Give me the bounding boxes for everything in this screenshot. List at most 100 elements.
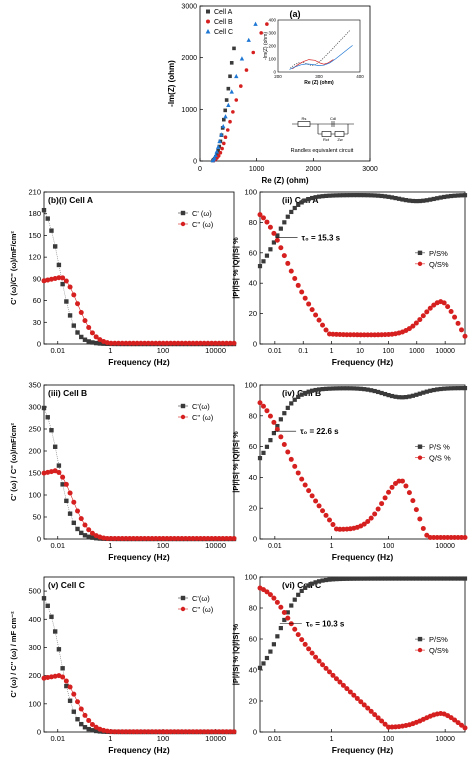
data-point-ps	[431, 196, 436, 202]
legend-marker	[180, 221, 186, 227]
circuit-label: Rs	[302, 116, 307, 121]
data-point-ps	[292, 597, 297, 602]
x-tick-label: 10000	[435, 736, 455, 743]
data-point-ps	[386, 194, 391, 199]
data-point-qs	[427, 534, 433, 540]
data-point-cdouble	[119, 340, 125, 346]
data-point-cell-a	[224, 98, 229, 102]
data-point-qs	[368, 332, 374, 338]
data-point-cdouble	[168, 729, 174, 735]
data-point-ps	[410, 393, 415, 398]
data-point-ps	[351, 386, 356, 391]
y-axis-label: |P|/|S| % |Q|/|S| %	[231, 237, 240, 299]
data-point-qs	[441, 300, 447, 306]
y-tick-label: 0	[253, 340, 257, 349]
y-axis-label: |P|/|S| % |Q|/|S| %	[231, 431, 240, 493]
data-point-cdouble	[190, 536, 196, 542]
data-point-cdouble	[101, 535, 107, 541]
legend-marker	[206, 19, 210, 24]
x-tick-label: 10000	[435, 348, 455, 355]
data-point-ps	[400, 395, 405, 400]
data-point-qs	[264, 408, 270, 414]
data-point-cdouble	[160, 340, 166, 346]
data-point-cprime	[60, 482, 65, 487]
y-tick-label: 0	[253, 728, 257, 737]
data-point-cdouble	[138, 340, 144, 346]
y-tick-label: 60	[249, 248, 257, 257]
data-point-ps	[459, 576, 464, 581]
data-point-qs	[361, 332, 367, 338]
data-point-qs	[403, 483, 409, 489]
inset-plot: 200 300 400 0 100 200 300 400 Re (Z) (ohm) -Im(Z)…	[263, 18, 364, 87]
data-point-ps	[421, 198, 426, 203]
data-point-cdouble	[216, 536, 222, 542]
data-point-ps	[414, 392, 419, 397]
data-point-ps	[289, 209, 294, 215]
data-point-cdouble	[220, 729, 226, 735]
data-point-ps	[348, 193, 353, 198]
data-point-qs	[295, 470, 301, 476]
data-point-ps	[389, 393, 395, 399]
data-point-qs	[368, 708, 374, 714]
data-point-cprime	[41, 207, 47, 213]
data-point-cdouble	[224, 536, 230, 542]
data-point-ps	[285, 610, 290, 615]
x-tick-label: 10	[356, 348, 364, 355]
data-point-qs	[257, 400, 263, 406]
data-point-cdouble	[201, 729, 207, 735]
data-point-ps	[344, 386, 349, 391]
data-point-qs	[340, 682, 346, 688]
data-point-cprime	[79, 334, 84, 340]
data-point-cdouble	[145, 729, 151, 735]
warburg-zw	[334, 131, 345, 137]
data-point-ps	[264, 655, 270, 661]
data-point-cell-c	[253, 21, 258, 26]
data-point-cdouble	[41, 470, 47, 476]
x-tick-label: 1	[330, 543, 334, 550]
y-tick-label: 80	[249, 218, 257, 227]
data-point-cell-c	[223, 114, 228, 119]
data-point-cell-c	[215, 144, 221, 149]
data-point-ps	[296, 394, 301, 400]
data-point-cell-a	[217, 144, 222, 149]
data-point-qs	[299, 476, 305, 482]
data-point-cprime	[56, 463, 62, 468]
data-point-qs	[354, 332, 360, 338]
data-point-qs	[410, 498, 416, 504]
data-point-cdouble	[168, 340, 174, 346]
panel-iv: 0.01 1 100 10000 0 20 40 60 80 100 Frequency (Hz) |…	[231, 381, 468, 562]
data-point-cdouble	[145, 536, 151, 542]
data-point-cell-a	[232, 46, 236, 51]
data-point-cdouble	[86, 527, 92, 533]
data-point-ps	[403, 198, 409, 203]
data-point-ps	[285, 214, 290, 219]
data-point-qs	[292, 275, 298, 281]
y-tick-label: 150	[28, 231, 41, 240]
data-point-ps	[428, 197, 433, 202]
data-point-cprime	[67, 313, 73, 318]
data-point-ps	[268, 649, 273, 654]
data-point-cprime	[67, 511, 73, 516]
x-tick-label: 0.01	[50, 346, 65, 355]
data-point-cdouble	[108, 340, 114, 346]
legend-label: C'(ω)	[192, 402, 210, 411]
data-point-ps	[455, 576, 461, 581]
data-point-ps	[316, 194, 322, 199]
data-point-qs	[372, 511, 378, 517]
data-point-cdouble	[179, 536, 185, 542]
x-axis-label: Frequency (Hz)	[332, 745, 394, 755]
legend-marker	[180, 595, 186, 601]
panel-label: (b)(i) Cell A	[48, 195, 93, 205]
series-line-cdouble	[43, 470, 234, 539]
data-point-cdouble	[63, 278, 69, 284]
data-point-ps	[452, 193, 457, 198]
data-point-cdouble	[186, 340, 192, 346]
data-point-qs	[413, 507, 419, 513]
data-point-qs	[462, 333, 468, 339]
data-point-cdouble	[75, 699, 81, 705]
data-point-ps	[282, 617, 287, 623]
data-point-ps	[462, 193, 468, 198]
data-point-cdouble	[52, 276, 58, 282]
data-point-cdouble	[119, 729, 125, 735]
